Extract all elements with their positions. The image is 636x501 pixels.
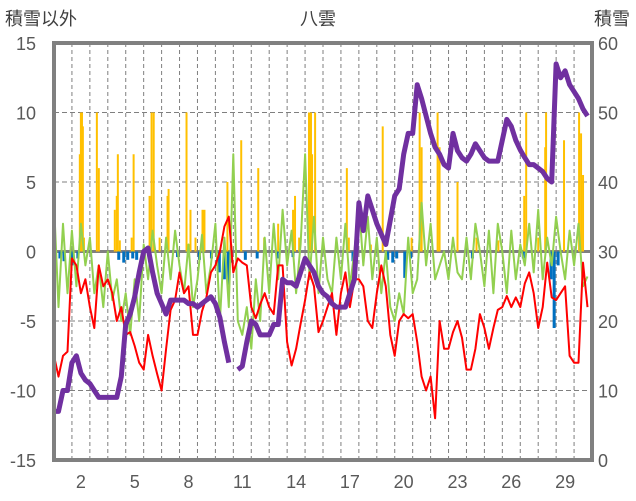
left-tick-label: -15: [10, 451, 36, 471]
plot-border: [52, 41, 594, 462]
right-tick-label: 40: [598, 173, 618, 193]
x-tick-label: 11: [233, 472, 252, 492]
right-tick-label: 0: [598, 451, 608, 471]
right-axis-title: 積雪: [594, 9, 630, 30]
x-tick-label: 26: [501, 472, 521, 492]
x-tick-label: 23: [447, 472, 467, 492]
snow-depth-line: [54, 61, 590, 414]
line-series: [53, 61, 590, 420]
right-tick-label: 30: [598, 243, 618, 263]
x-tick-label: 20: [394, 472, 414, 492]
grid-lines: [54, 43, 592, 460]
temperature-line: [53, 215, 589, 420]
left-tick-label: 0: [26, 243, 36, 263]
right-tick-label: 50: [598, 104, 618, 124]
x-tick-label: 17: [340, 472, 360, 492]
right-tick-label: 60: [598, 34, 618, 54]
left-tick-label: 15: [16, 34, 36, 54]
left-tick-label: 5: [26, 173, 36, 193]
left-tick-label: -10: [10, 382, 36, 402]
x-tick-label: 29: [555, 472, 575, 492]
left-tick-label: -5: [20, 312, 36, 332]
chart-title: 八雲: [300, 9, 336, 30]
left-axis-title: 積雪以外: [5, 9, 77, 30]
x-tick-label: 2: [76, 472, 86, 492]
x-tick-label: 14: [286, 472, 306, 492]
right-tick-label: 10: [598, 382, 618, 402]
x-tick-label: 8: [183, 472, 193, 492]
left-tick-label: 10: [16, 104, 36, 124]
x-tick-label: 5: [130, 472, 140, 492]
plot-frame: [52, 41, 594, 462]
right-tick-label: 20: [598, 312, 618, 332]
bar-series: [58, 112, 585, 328]
